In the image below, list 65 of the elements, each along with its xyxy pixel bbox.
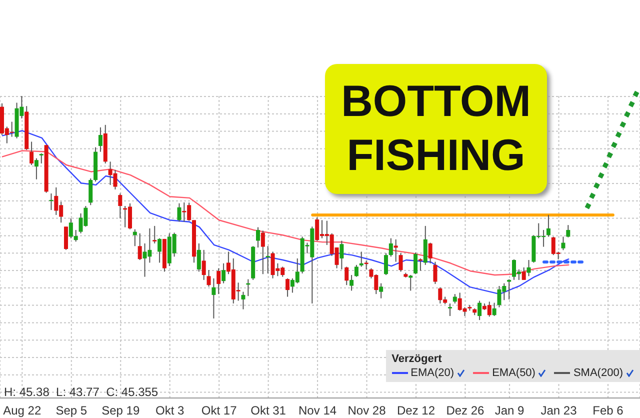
candlestick [423,225,428,266]
candlestick [118,192,122,219]
candlestick [30,141,34,166]
candlestick [177,202,182,222]
legend-title: Verzögert [392,353,443,365]
candlestick [206,270,211,288]
candlestick [152,225,157,244]
candlestick [222,262,226,284]
candlestick [241,291,246,310]
candlestick [344,266,349,286]
x-tick-label: Okt 31 [250,404,286,418]
candlestick [98,126,102,152]
x-tick-label: Okt 17 [201,404,238,418]
candlestick [414,252,418,275]
text: H: 45.38 L: 43.77 C: 45.355 [4,385,158,399]
candlestick [202,249,206,280]
candlestick [384,252,388,276]
candlestick [88,178,93,206]
x-tick-label: Aug 22 [3,404,42,418]
candlestick [379,282,384,299]
legend-label: EMA(50) [492,367,536,379]
candlestick [354,264,358,278]
candlestick [340,240,344,270]
candlestick [260,230,265,275]
candlestick [216,268,221,295]
candlestick [522,266,526,280]
candlestick [286,278,290,298]
candlestick [212,278,216,319]
candlestick [561,236,566,251]
candlestick [138,232,142,260]
candlestick [39,152,44,164]
x-tick-label: Sep 19 [102,404,140,418]
candlestick [566,224,570,238]
legend-label: SMA(200) [573,367,623,379]
candlestick [398,252,403,272]
candlestick [428,242,432,264]
x-tick-label: Jan 23 [540,404,578,418]
x-tick-label: Feb 6 [592,404,624,418]
candlestick [526,259,531,277]
candlestick [359,251,364,268]
candlestick [448,302,452,317]
candlestick [196,242,201,272]
x-tick-label: Nov 14 [298,404,337,418]
candlestick [388,238,393,258]
x-tick-label: Dez 26 [446,404,485,418]
x-tick-label: Jan 9 [494,404,525,418]
candlestick [408,274,413,292]
candlestick [350,274,354,292]
candlestick [433,261,438,284]
candlestick [64,226,68,250]
x-tick-label: Okt 3 [156,404,185,418]
candlestick [266,246,270,274]
chart-title: BOTTOM FISHING [340,76,532,182]
candlestick [158,238,162,264]
x-tick-label: Dez 12 [396,404,436,418]
candlestick [34,158,38,180]
legend-label: EMA(20) [410,367,454,379]
candlestick [256,226,260,248]
x-tick-label: Sep 5 [56,404,88,418]
candlestick [492,302,496,317]
candlestick [452,294,457,304]
candlestick [478,300,482,321]
candlestick [546,214,550,238]
candlestick [394,238,398,262]
x-tick-label: Nov 28 [348,404,386,418]
